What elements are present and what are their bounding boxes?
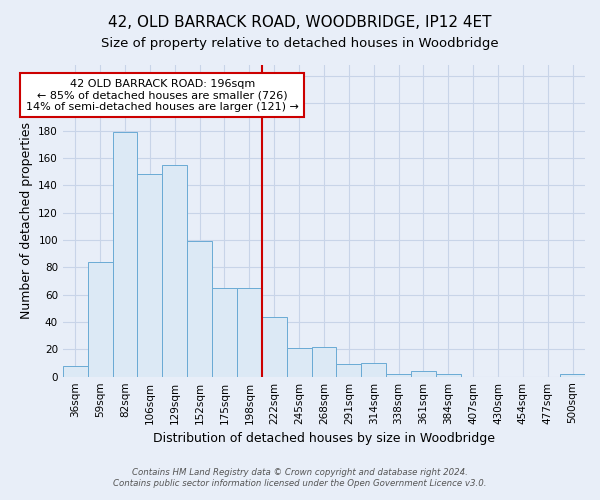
Bar [163,165,187,376]
Bar [187,242,212,376]
Y-axis label: Number of detached properties: Number of detached properties [20,122,32,320]
Bar [311,346,337,376]
Bar [137,174,163,376]
X-axis label: Distribution of detached houses by size in Woodbridge: Distribution of detached houses by size … [153,432,495,445]
Bar [212,288,237,376]
Bar [361,363,386,376]
Text: 42, OLD BARRACK ROAD, WOODBRIDGE, IP12 4ET: 42, OLD BARRACK ROAD, WOODBRIDGE, IP12 4… [108,15,492,30]
Bar [386,374,411,376]
Bar [63,366,88,376]
Bar [337,364,361,376]
Bar [88,262,113,376]
Bar [113,132,137,376]
Text: Contains HM Land Registry data © Crown copyright and database right 2024.
Contai: Contains HM Land Registry data © Crown c… [113,468,487,487]
Text: 42 OLD BARRACK ROAD: 196sqm
← 85% of detached houses are smaller (726)
14% of se: 42 OLD BARRACK ROAD: 196sqm ← 85% of det… [26,78,299,112]
Bar [287,348,311,376]
Bar [237,288,262,376]
Bar [262,316,287,376]
Bar [411,371,436,376]
Bar [560,374,585,376]
Bar [436,374,461,376]
Text: Size of property relative to detached houses in Woodbridge: Size of property relative to detached ho… [101,38,499,51]
